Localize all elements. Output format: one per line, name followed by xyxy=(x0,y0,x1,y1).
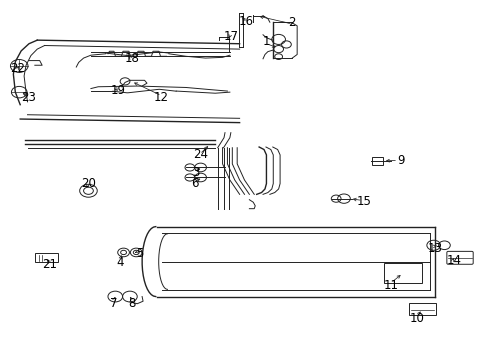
Text: 12: 12 xyxy=(154,91,169,104)
Text: 24: 24 xyxy=(193,148,208,161)
Text: 1: 1 xyxy=(262,35,270,49)
Text: 9: 9 xyxy=(396,154,404,167)
Text: 22: 22 xyxy=(10,62,25,75)
Text: 3: 3 xyxy=(192,166,199,179)
Text: 23: 23 xyxy=(21,91,36,104)
Text: 16: 16 xyxy=(238,15,253,28)
Text: 20: 20 xyxy=(81,177,96,190)
Text: 14: 14 xyxy=(446,254,461,267)
Text: 2: 2 xyxy=(288,16,295,29)
Text: 4: 4 xyxy=(116,256,123,269)
Text: 15: 15 xyxy=(356,195,371,208)
Text: 17: 17 xyxy=(223,30,238,43)
Text: 7: 7 xyxy=(110,297,117,310)
Text: 11: 11 xyxy=(383,279,397,292)
Text: 8: 8 xyxy=(128,297,136,310)
Text: 21: 21 xyxy=(42,258,57,271)
Text: 18: 18 xyxy=(124,51,140,64)
Text: 10: 10 xyxy=(409,311,424,325)
Text: 19: 19 xyxy=(110,84,125,97)
Text: 13: 13 xyxy=(427,242,441,255)
Text: 5: 5 xyxy=(136,247,143,260)
Text: 6: 6 xyxy=(191,177,198,190)
